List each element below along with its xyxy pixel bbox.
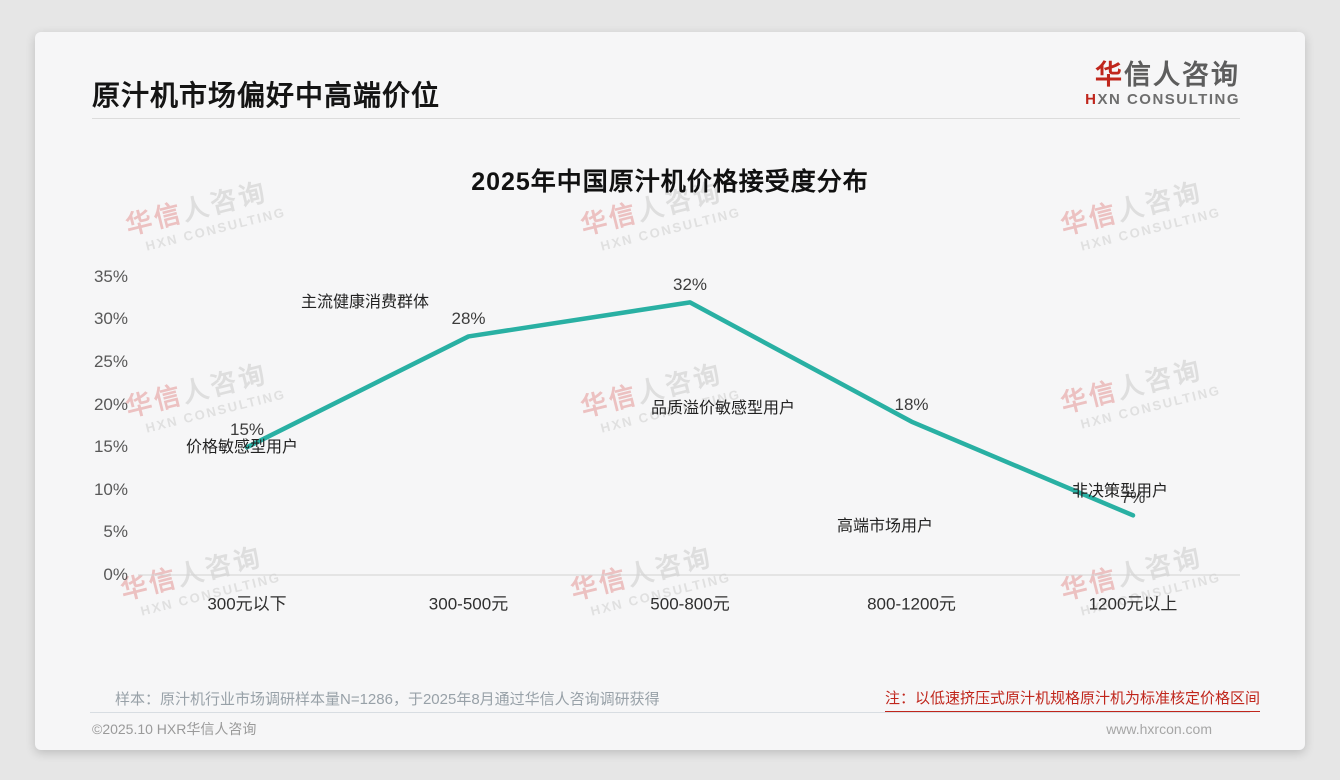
- sample-note: 样本：原汁机行业市场调研样本量N=1286，于2025年8月通过华信人咨询调研获…: [115, 691, 660, 708]
- chart-annotation: 非决策型用户: [1071, 483, 1169, 500]
- x-category-label: 300元以下: [207, 594, 287, 614]
- chart-title: 2025年中国原汁机价格接受度分布: [471, 168, 869, 196]
- y-tick-label: 0%: [103, 565, 128, 584]
- y-tick-label: 15%: [93, 437, 128, 457]
- page-title: 原汁机市场偏好中高端价位: [92, 80, 441, 111]
- x-category-label: 800-1200元: [867, 594, 956, 614]
- y-tick-label: 25%: [93, 352, 128, 371]
- data-value-label: 28%: [451, 309, 486, 329]
- chart-annotation: 主流健康消费群体: [300, 294, 430, 311]
- y-tick-label: 20%: [93, 394, 128, 414]
- header-divider: [92, 118, 1240, 119]
- brand-logo-en: HXN CONSULTING: [1085, 91, 1240, 108]
- copyright-text: ©2025.10 HXR华信人咨询: [92, 721, 257, 737]
- y-tick-label: 5%: [103, 522, 128, 542]
- data-value-label: 7%: [1120, 488, 1146, 508]
- data-value-label: 15%: [229, 420, 265, 440]
- chart-annotation: 品质溢价敏感型用户: [650, 400, 796, 417]
- x-category-label: 300-500元: [428, 594, 509, 614]
- y-tick-label: 30%: [93, 309, 128, 329]
- brand-logo-en-accent: H: [1085, 91, 1098, 109]
- y-tick-label: 35%: [93, 266, 128, 286]
- price-note: 注：以低速挤压式原汁机规格原汁机为标准核定价格区间: [884, 687, 1260, 712]
- brand-logo-cn-accent: 华: [1095, 60, 1124, 90]
- x-category-label: 1200元以上: [1088, 594, 1178, 614]
- website-text: www.hxrcon.com: [1106, 721, 1212, 737]
- report-card: [35, 32, 1305, 750]
- brand-logo: 华信人咨询 HXN CONSULTING: [1085, 60, 1240, 108]
- brand-logo-cn-rest: 信人咨询: [1124, 60, 1240, 90]
- data-value-label: 32%: [672, 275, 708, 295]
- chart-annotation: 高端市场用户: [836, 518, 934, 535]
- brand-logo-en-rest: XN CONSULTING: [1097, 91, 1240, 109]
- brand-logo-cn: 华信人咨询: [1085, 60, 1240, 91]
- footer-divider: [90, 712, 1250, 713]
- acceptance-line: [244, 300, 1136, 518]
- chart-annotation: 价格敏感型用户: [185, 439, 299, 456]
- x-category-label: 500-800元: [650, 594, 730, 614]
- y-tick-label: 10%: [93, 479, 128, 499]
- data-value-label: 18%: [894, 394, 929, 414]
